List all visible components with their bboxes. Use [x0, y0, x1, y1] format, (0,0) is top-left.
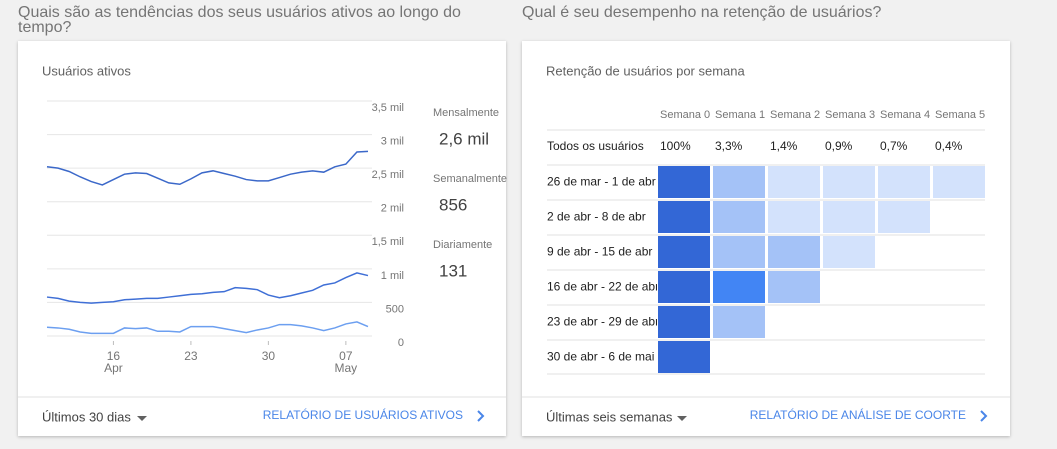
- summary-value: 3,3%: [715, 139, 743, 153]
- y-tick-label: 2,5 mil: [372, 169, 404, 181]
- period-selector[interactable]: Últimas seis semanas: [546, 409, 673, 424]
- row-label: 16 de abr - 22 de abr: [547, 280, 659, 294]
- legend-value: 856: [439, 195, 467, 214]
- x-tick-label: 23: [184, 349, 198, 363]
- y-tick-label: 2 mil: [381, 203, 404, 215]
- summary-value: 0,7%: [880, 139, 908, 153]
- card-title: Usuários ativos: [42, 63, 131, 78]
- summary-value: 0,9%: [825, 139, 853, 153]
- section-heading: Qual é seu desempenho na retenção de usu…: [522, 4, 882, 21]
- row-label: Todos os usuários: [547, 139, 644, 153]
- cohort-cell[interactable]: [823, 201, 875, 233]
- series-line: [46, 150, 369, 186]
- section-heading: Quais são as tendências dos seus usuário…: [18, 4, 461, 36]
- row-label: 9 de abr - 15 de abr: [547, 245, 652, 259]
- summary-value: 100%: [660, 139, 691, 153]
- row-label: 26 de mar - 1 de abr: [547, 175, 656, 189]
- series-line: [46, 321, 369, 335]
- y-tick-label: 3,5 mil: [372, 102, 404, 114]
- summary-value: 0,4%: [935, 139, 963, 153]
- card-title: Retenção de usuários por semana: [546, 63, 746, 78]
- dropdown-arrow[interactable]: [677, 416, 687, 421]
- row-label: 2 de abr - 8 de abr: [547, 210, 646, 224]
- y-tick-label: 3 mil: [381, 135, 404, 147]
- row-label: 30 de abr - 6 de mai: [547, 350, 654, 364]
- column-header: Semana 5: [935, 109, 985, 121]
- series-line: [46, 272, 369, 304]
- x-tick-label: 16 Apr: [104, 349, 123, 375]
- cohort-cell[interactable]: [823, 236, 875, 268]
- cohort-cell[interactable]: [658, 306, 710, 338]
- cohort-cell[interactable]: [713, 166, 765, 198]
- card: [522, 41, 1010, 436]
- cohort-cell[interactable]: [933, 166, 985, 198]
- cohort-cell[interactable]: [658, 236, 710, 268]
- cohort-cell[interactable]: [713, 201, 765, 233]
- period-selector[interactable]: Últimos 30 dias: [42, 409, 131, 424]
- column-header: Semana 4: [880, 109, 930, 121]
- report-link[interactable]: RELATÓRIO DE USUÁRIOS ATIVOS: [263, 407, 463, 422]
- cohort-cell[interactable]: [658, 201, 710, 233]
- row-label: 23 de abr - 29 de abr: [547, 315, 659, 329]
- summary-value: 1,4%: [770, 139, 798, 153]
- cohort-cell[interactable]: [878, 166, 930, 198]
- card: [18, 41, 506, 436]
- legend-label: Diariamente: [433, 239, 492, 251]
- cohort-cell[interactable]: [658, 341, 710, 373]
- legend-label: Mensalmente: [433, 107, 499, 119]
- x-tick-label: 30: [261, 349, 276, 363]
- y-tick-label: 500: [386, 303, 404, 315]
- cohort-cell[interactable]: [878, 201, 930, 233]
- column-header: Semana 2: [770, 109, 820, 121]
- legend-label: Semanalmente: [433, 173, 507, 185]
- cohort-cell[interactable]: [713, 236, 765, 268]
- x-tick-label: 07 May: [334, 349, 358, 375]
- cohort-cell[interactable]: [713, 271, 765, 303]
- y-tick-label: 1,5 mil: [372, 236, 404, 248]
- cohort-cell[interactable]: [768, 271, 820, 303]
- chevron[interactable]: [477, 410, 485, 422]
- cohort-cell[interactable]: [658, 166, 710, 198]
- y-tick-label: 1 mil: [381, 270, 404, 282]
- cohort-cell[interactable]: [768, 166, 820, 198]
- column-header: Semana 3: [825, 109, 875, 121]
- report-link[interactable]: RELATÓRIO DE ANÁLISE DE COORTE: [750, 407, 966, 422]
- cohort-cell[interactable]: [768, 201, 820, 233]
- legend-value: 2,6 mil: [439, 129, 489, 148]
- legend-value: 131: [439, 261, 467, 280]
- dropdown-arrow[interactable]: [137, 416, 147, 421]
- cohort-cell[interactable]: [823, 166, 875, 198]
- column-header: Semana 1: [715, 109, 765, 121]
- cohort-cell[interactable]: [768, 236, 820, 268]
- cohort-cell[interactable]: [658, 271, 710, 303]
- column-header: Semana 0: [660, 109, 710, 121]
- chevron[interactable]: [980, 410, 988, 422]
- y-tick-label: 0: [398, 337, 404, 349]
- cohort-cell[interactable]: [713, 306, 765, 338]
